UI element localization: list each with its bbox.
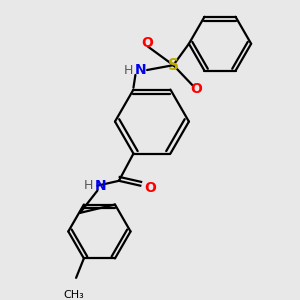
Text: O: O xyxy=(141,36,153,50)
Text: O: O xyxy=(144,181,156,195)
Text: N: N xyxy=(94,179,106,193)
Text: O: O xyxy=(191,82,203,97)
Text: CH₃: CH₃ xyxy=(64,290,85,299)
Text: H: H xyxy=(84,179,93,192)
Text: N: N xyxy=(134,63,146,77)
Text: S: S xyxy=(168,58,179,73)
Text: H: H xyxy=(124,64,133,76)
